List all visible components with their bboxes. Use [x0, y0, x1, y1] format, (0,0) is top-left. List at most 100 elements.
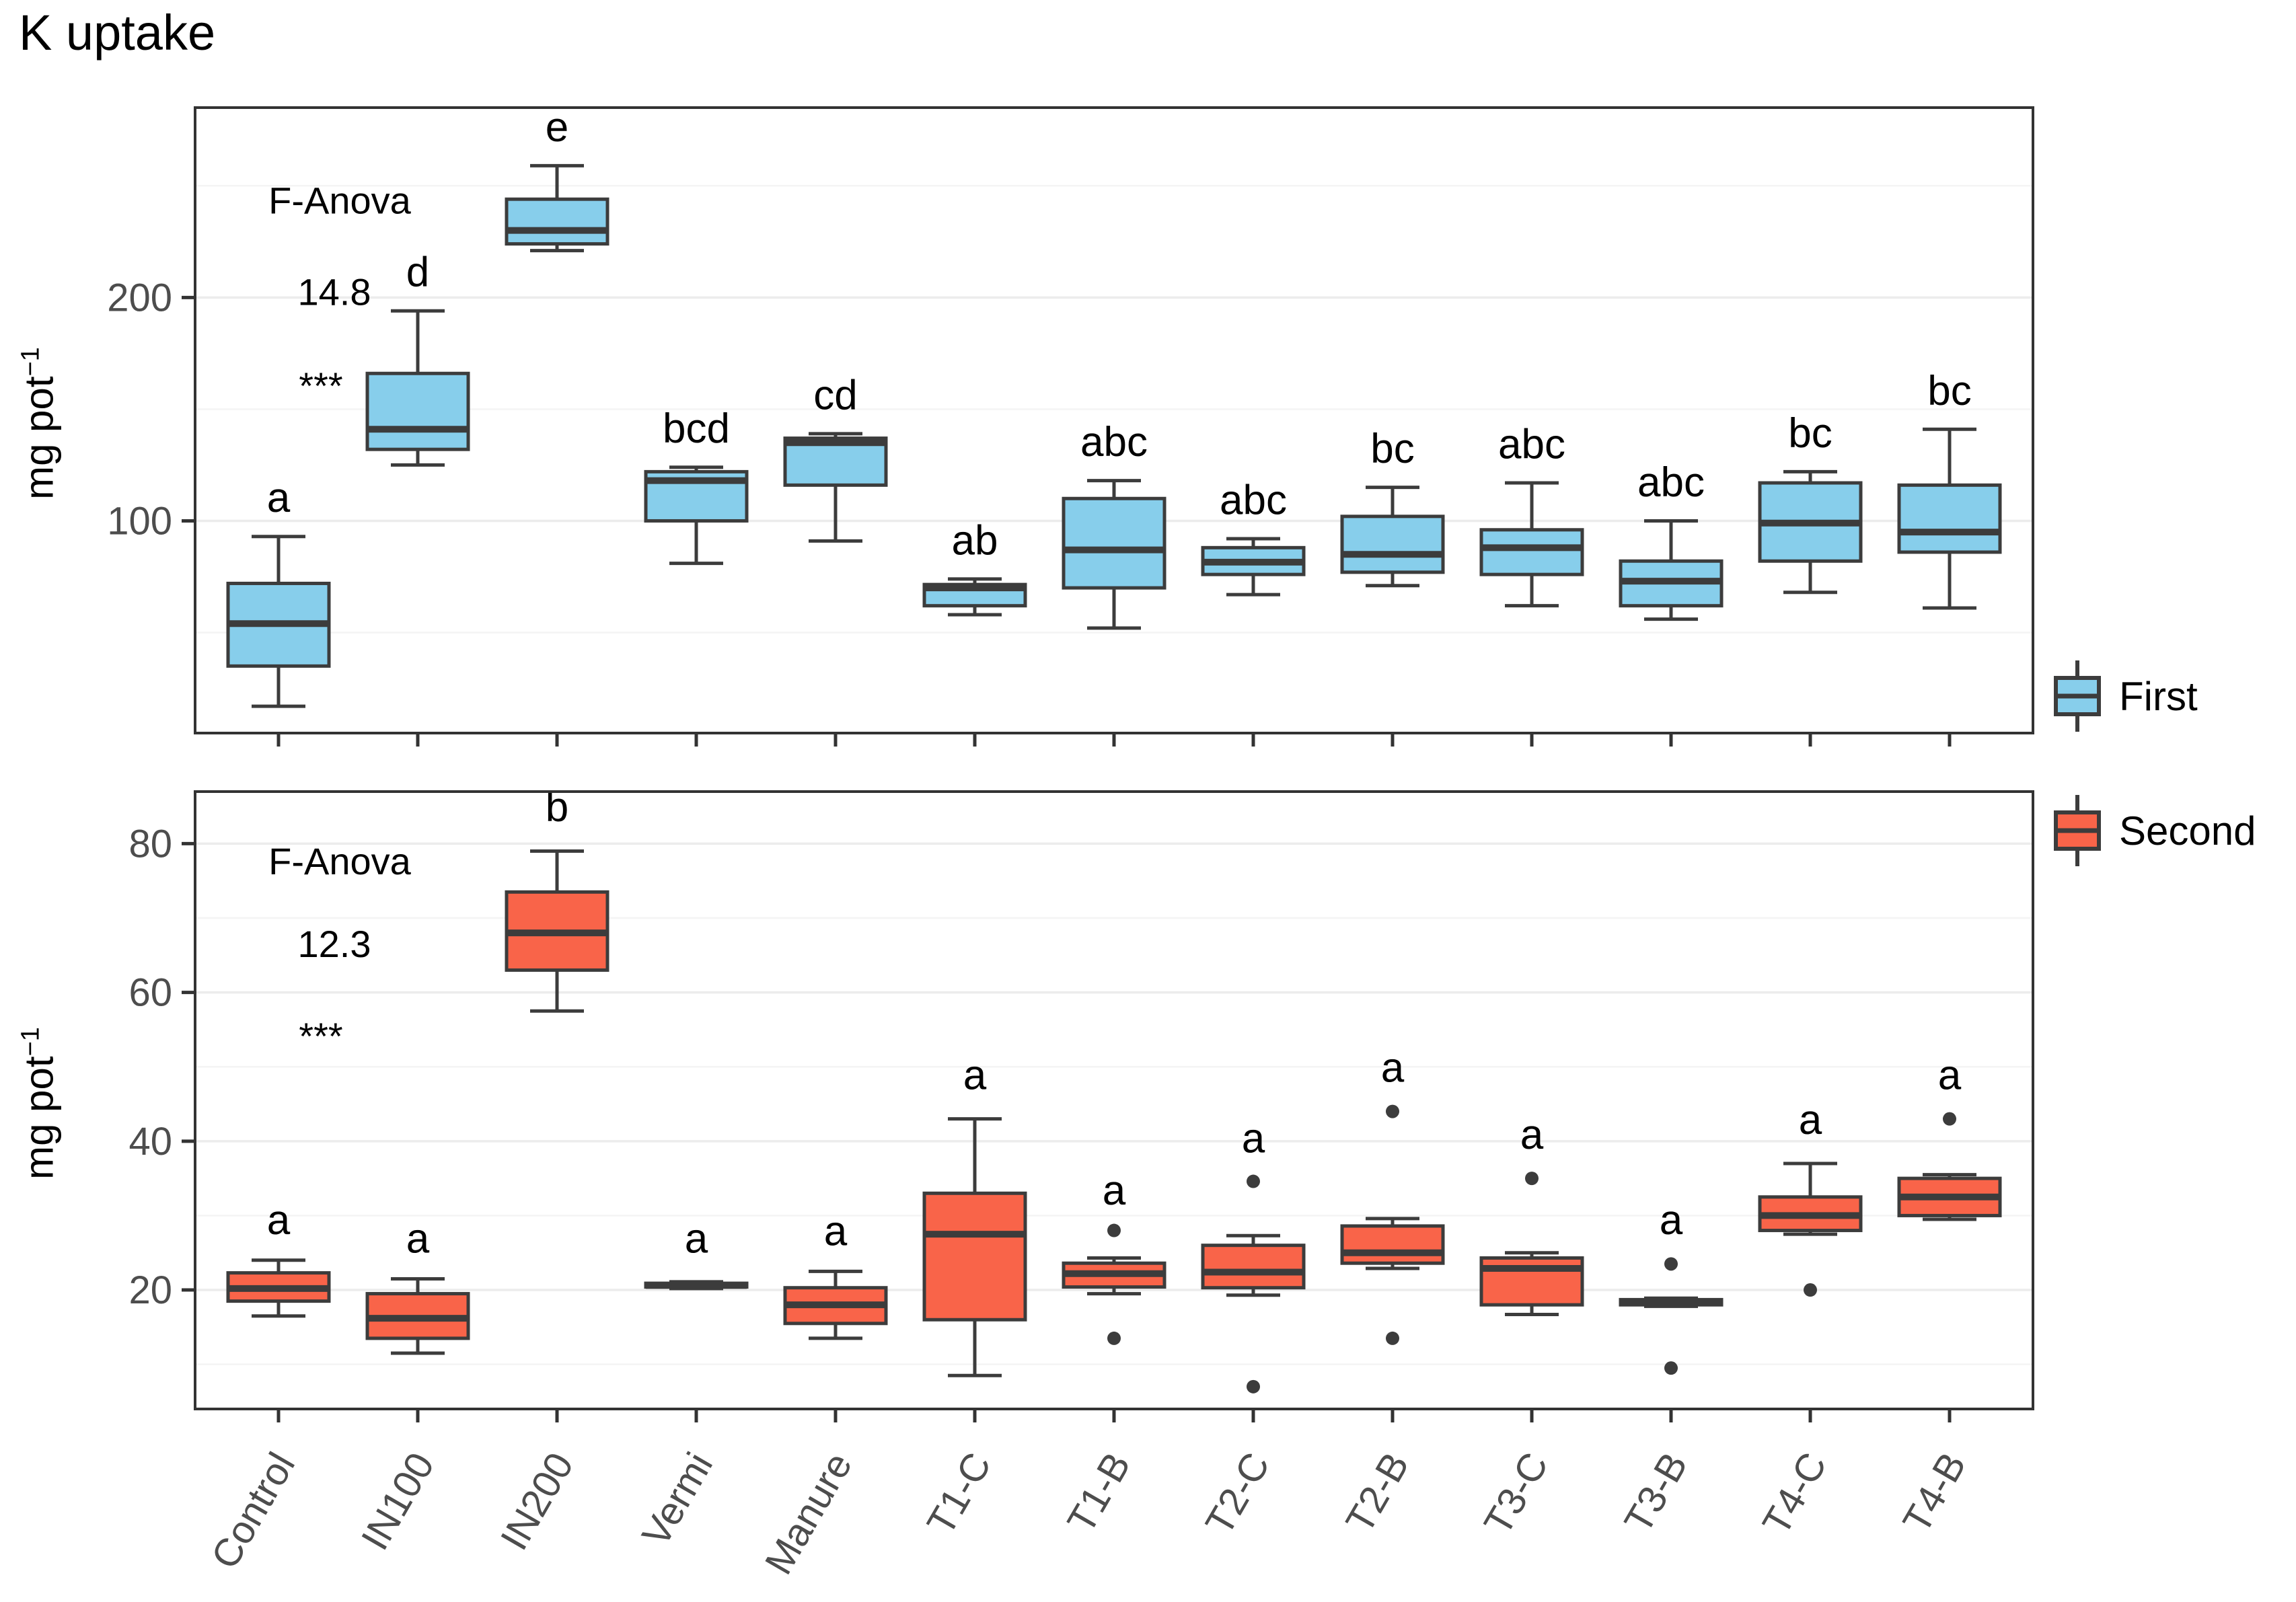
signif-letter: a [1660, 1197, 1683, 1244]
signif-letter: a [963, 1052, 987, 1098]
legend-item-second: Second [2053, 780, 2256, 881]
boxplot-Vermi-First: bcd [644, 406, 749, 566]
boxplot-T1-C-First: ab [922, 517, 1027, 617]
y-tick-label: 80 [128, 822, 172, 866]
x-category-label-Vermi: Vermi [634, 1445, 721, 1554]
signif-letter: bc [1788, 410, 1832, 457]
boxplot-key-icon [2054, 795, 2101, 866]
boxplot-T3-C-Second: a [1479, 1112, 1584, 1317]
y-axis-title-first: mg pot−1 [16, 188, 63, 659]
x-category-label-IN200: IN200 [492, 1445, 583, 1558]
outlier-point [1107, 1223, 1121, 1237]
signif-letter: e [546, 104, 568, 151]
y-axis-title-text: mg pot [16, 376, 62, 500]
box-iqr [1479, 528, 1584, 576]
signif-letter: ab [952, 517, 998, 564]
x-category-label-T2-C: T2-C [1197, 1445, 1279, 1542]
outlier-point [1107, 1331, 1121, 1345]
x-category-label-T4-C: T4-C [1754, 1445, 1836, 1542]
boxplot-T3-B-Second: a [1619, 1197, 1724, 1375]
boxplot-T3-C-First: abc [1479, 421, 1584, 608]
boxplot-T4-B-First: bc [1897, 368, 2002, 610]
box-iqr [922, 1191, 1027, 1322]
signif-letter: a [1381, 1044, 1405, 1091]
box-iqr [365, 371, 470, 451]
signif-letter: a [1799, 1097, 1822, 1143]
boxplot-IN100-First: d [365, 250, 470, 467]
significance-stars: *** [299, 365, 342, 407]
outlier-point [1386, 1104, 1399, 1118]
y-tick-label: 60 [128, 971, 172, 1015]
x-category-label-Manure: Manure [757, 1445, 861, 1582]
signif-letter: a [267, 1197, 291, 1244]
panel-second-season: a a b a a a a a a a a a a 20 40 60 80 F-Anova 12.3 *** [128, 784, 2034, 1422]
y-axis-title-exponent: −1 [16, 347, 45, 377]
panel-first-season: a d e bcd cd ab abc abc bc abc abc bc bc 100 200 F-Anov… [107, 104, 2034, 747]
signif-letter: a [1938, 1052, 1962, 1098]
box-iqr [1479, 1256, 1584, 1307]
y-tick-label: 200 [107, 276, 172, 319]
boxplot-T2-B-Second: a [1340, 1044, 1445, 1345]
outlier-point [1664, 1361, 1678, 1375]
signif-letter: abc [1220, 478, 1287, 524]
outlier-point [1804, 1283, 1817, 1297]
x-category-label-T3-C: T3-C [1476, 1445, 1557, 1542]
anova-test-label: F-Anova [268, 840, 411, 882]
x-category-label-T2-B: T2-B [1337, 1445, 1417, 1540]
signif-letter: a [1242, 1115, 1265, 1161]
legend-label-second: Second [2119, 808, 2256, 853]
x-category-label-T1-B: T1-B [1059, 1445, 1139, 1540]
signif-letter: a [406, 1216, 430, 1262]
outlier-point [1664, 1257, 1678, 1271]
box-iqr [1201, 1244, 1306, 1290]
boxplot-Vermi-Second: a [644, 1216, 749, 1291]
box-iqr [1062, 496, 1166, 590]
y-tick-label: 20 [128, 1268, 172, 1312]
anova-f-value: 12.3 [298, 923, 371, 965]
outlier-point [1943, 1112, 1956, 1126]
outlier-point [1247, 1379, 1260, 1394]
legend-item-first: First [2053, 646, 2256, 747]
significance-stars: *** [299, 1015, 342, 1057]
x-category-label-Control: Control [202, 1445, 303, 1576]
x-category-label-T1-C: T1-C [919, 1445, 1000, 1542]
legend-label-first: First [2119, 673, 2198, 719]
box-iqr [1340, 1224, 1445, 1265]
signif-letter: a [824, 1209, 848, 1255]
signif-letter: a [1520, 1112, 1544, 1158]
boxplot-T1-B-Second: a [1062, 1168, 1166, 1345]
signif-letter: a [267, 475, 291, 521]
box-iqr [505, 197, 609, 246]
boxplot-T2-B-First: bc [1340, 426, 1445, 588]
signif-letter: d [406, 250, 429, 296]
x-category-label-T3-B: T3-B [1616, 1445, 1696, 1540]
boxplot-T4-C-First: bc [1758, 410, 1863, 595]
boxplot-T2-C-First: abc [1201, 478, 1306, 597]
boxplot-T4-C-Second: a [1758, 1097, 1863, 1297]
chart-title: K uptake [19, 5, 216, 61]
signif-letter: bc [1927, 368, 1971, 414]
signif-letter: cd [813, 372, 857, 418]
y-tick-label: 40 [128, 1120, 172, 1164]
signif-letter: abc [1498, 421, 1565, 467]
boxplot-IN200-Second: b [505, 784, 609, 1013]
x-category-label-T4-B: T4-B [1894, 1445, 1974, 1540]
signif-letter: bcd [663, 406, 730, 452]
boxplot-T1-B-First: abc [1062, 419, 1166, 630]
box-iqr [1340, 514, 1445, 574]
outlier-point [1525, 1172, 1539, 1186]
signif-letter: a [1103, 1168, 1126, 1214]
anova-test-label: F-Anova [268, 180, 411, 222]
boxplot-Manure-Second: a [783, 1209, 888, 1340]
boxplot-key-icon [2054, 660, 2101, 732]
boxplot-Control-First: a [226, 475, 331, 708]
y-tick-label: 100 [107, 499, 172, 543]
boxplot-IN200-First: e [505, 104, 609, 253]
y-axis-title-second: mg pot−1 [16, 868, 63, 1339]
boxplot-T1-C-Second: a [922, 1052, 1027, 1377]
y-axis-title-text: mg pot [16, 1056, 62, 1180]
x-category-label-IN100: IN100 [353, 1445, 443, 1558]
boxplot-IN100-Second: a [365, 1216, 470, 1355]
